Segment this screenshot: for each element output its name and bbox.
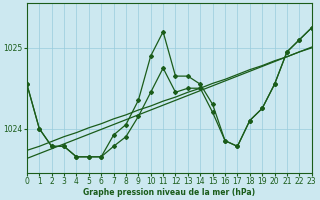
X-axis label: Graphe pression niveau de la mer (hPa): Graphe pression niveau de la mer (hPa)	[83, 188, 255, 197]
